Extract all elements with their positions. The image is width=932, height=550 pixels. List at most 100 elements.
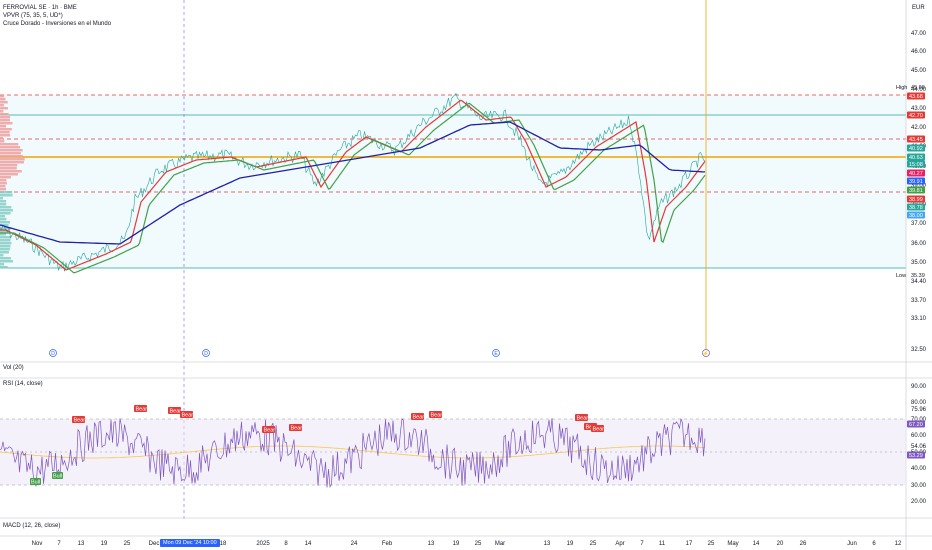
volume-profile-bar [0,248,10,251]
bear-signal-text: Bear [431,413,443,419]
time-axis-label: 6 [872,541,876,547]
price-tag-text: 40.63 [909,155,923,161]
volume-profile-bar [0,197,4,200]
price-tag-bg [907,153,925,161]
volume-label[interactable]: Vol (20) [3,365,24,371]
rsi-tag-text: 67.20 [909,422,923,428]
rsi-axis-label: 20.00 [911,499,927,505]
indicator-cruce-dorado[interactable]: Cruce Dorado - Inversiones en el Mundo [3,21,112,27]
event-marker-text: D [51,351,55,357]
time-axis-label: 17 [686,541,693,547]
bull-signal [52,472,63,479]
volume-profile-bar [0,95,5,98]
bear-signal [289,424,302,431]
time-axis-label: 13 [544,541,551,547]
red-moving-average [0,99,706,271]
event-marker[interactable] [702,349,710,357]
bear-signal-text: Bear [74,418,86,424]
volume-profile-bar [0,230,9,233]
chart-legend: FERROVIAL SE · 1h · BME VPVR (75, 35, 5,… [3,4,111,28]
volume-profile-bar [0,233,6,236]
bear-signal-text: Bear [577,416,589,422]
indicator-vpvr[interactable]: VPVR (75, 35, 5, UD*) [3,13,63,19]
time-axis-label: Dec [149,541,160,547]
price-series [0,92,706,272]
price-tag-text: 39.91 [909,179,923,185]
rsi-axis-label: 30.00 [911,483,927,489]
price-tag-text: 43.68 [909,94,923,100]
volume-profile-bar [0,152,21,155]
blue-moving-average [0,121,706,245]
price-tag-bg [907,169,925,177]
volume-profile-bar [0,263,5,266]
price-tag-bg [907,203,925,211]
bear-signal [262,426,275,433]
price-tag-text: 43.45 [909,137,923,143]
time-axis[interactable]: Nov 7 13 19 25 Dec 18 2025 8 14 24 Feb 13 19 25 Mar 13 19… [32,541,902,547]
price-tag-text: 38.99 [909,197,923,203]
time-axis-label: Mar [495,541,505,547]
macd-label[interactable]: MACD (12, 26, close) [3,523,61,529]
volume-profile-bar [0,116,11,119]
event-marker[interactable] [49,349,57,357]
time-axis-label: 25 [590,541,597,547]
volume-profile-bar [0,173,18,176]
time-axis-label: 14 [305,541,312,547]
rsi-tag-bg [907,451,925,459]
volume-profile-bar [0,242,12,245]
volume-profile-bar [0,146,21,149]
time-axis-label: 7 [640,541,644,547]
price-tag-bg [907,186,925,194]
rsi-label[interactable]: RSI (14, close) [3,381,43,387]
bear-signal-text: Bear [170,409,182,415]
time-axis-label: 11 [659,541,666,547]
bull-signal-text: Bull [31,480,40,486]
event-marker[interactable] [492,349,500,357]
price-axis-label: 43.00 [911,106,927,112]
symbol-title[interactable]: FERROVIAL SE · 1h · BME [3,5,77,11]
volume-profile-bar [0,170,22,173]
volume-profile-bar [0,98,6,101]
rsi-axis-label: 40.00 [911,466,927,472]
bear-signal-text: Bear [264,428,276,434]
time-axis-label: Feb [382,541,393,547]
price-axis-label: 36.00 [911,241,927,247]
volume-profile-bar [0,134,11,137]
volume-profile-bar [0,158,25,161]
bear-signal [411,413,424,420]
price-axis-label: 32.50 [911,347,927,353]
rsi-axis[interactable]: 90.0080.0075.9670.0067.2060.0054.0650.00… [907,384,927,505]
event-markers: D D E ⚡ [49,349,710,357]
volume-profile-bar [0,107,8,110]
price-tag-bg [907,135,925,143]
price-axis-label: 33.70 [911,298,927,304]
price-tag-text: 45.66 [911,85,925,91]
price-tag-text: 42.70 [909,113,923,119]
rsi-tag-text: 53.29 [909,453,923,459]
event-marker-text: E [494,351,498,357]
time-axis-label: 18 [220,541,227,547]
bear-signal-text: Bear [593,427,605,433]
price-tag-bg [907,144,925,152]
volume-profile-bar [0,149,23,152]
price-tag-text: 35.39 [911,273,925,279]
volume-profile-bar [0,101,8,104]
price-tag-text: 38.78 [909,205,923,211]
volume-profile-bar [0,254,4,257]
volume-profile-bar [0,188,7,191]
bear-signal [575,414,588,421]
volume-profile-bar [0,119,10,122]
volume-profile-bar [0,266,8,269]
rsi-axis-label: 90.00 [911,384,927,390]
event-marker[interactable] [202,349,210,357]
time-axis-label: 13 [428,541,435,547]
bull-signal-text: Bull [53,474,62,480]
volume-profile-bar [0,200,7,203]
bear-signal-text: Bear [182,413,194,419]
green-moving-average [0,102,706,274]
volume-profile-bar [0,122,13,125]
volume-profile-bar [0,236,12,239]
time-axis-label: 25 [124,541,131,547]
currency-label[interactable]: EUR [912,5,925,11]
